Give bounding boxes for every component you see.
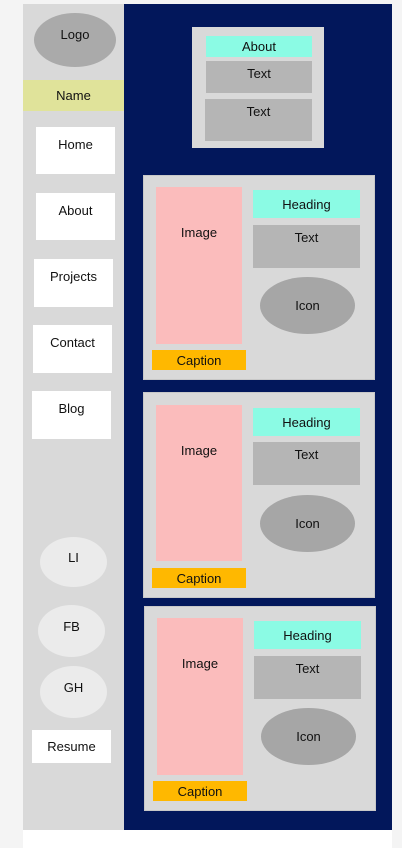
logo[interactable]: Logo [34,13,116,67]
card-text: Text [253,225,360,268]
logo-label: Logo [60,27,90,42]
card-caption: Caption [152,350,246,370]
about-heading: About [206,36,312,57]
card-heading: Heading [253,190,360,218]
resume-button[interactable]: Resume [32,730,111,763]
card-image: Image [156,187,242,344]
nav-about[interactable]: About [36,193,115,240]
nav-contact[interactable]: Contact [33,325,112,373]
linkedin-link[interactable]: LI [40,537,107,587]
card-icon-label: Icon [295,298,320,313]
github-label: GH [63,679,84,695]
card-heading-label: Heading [282,196,331,212]
card-icon: Icon [261,708,356,765]
card-text-label: Text [294,447,319,462]
about-text-1-label: Text [247,66,271,81]
facebook-link[interactable]: FB [38,605,105,657]
card-caption: Caption [152,568,246,588]
resume-label: Resume [47,739,96,754]
card-heading-label: Heading [283,627,332,643]
about-text-1: Text [206,61,312,93]
card-image-label: Image [180,443,218,458]
card-caption: Caption [153,781,247,801]
nav-projects-label: Projects [50,269,97,284]
nav-blog[interactable]: Blog [32,391,111,439]
card-icon-label: Icon [296,729,321,744]
card-text: Text [254,656,361,699]
github-link[interactable]: GH [40,666,107,718]
linkedin-label: LI [68,549,79,565]
card-icon: Icon [260,495,355,552]
nav-projects[interactable]: Projects [34,259,113,307]
card-heading-label: Heading [282,414,331,430]
card-caption-label: Caption [176,352,222,368]
card-heading: Heading [254,621,361,649]
nav-contact-label: Contact [50,335,95,350]
card-text-label: Text [294,230,319,245]
card-image: Image [157,618,243,775]
card-image-label: Image [181,656,219,671]
card-caption-label: Caption [177,783,223,799]
nav-home-label: Home [58,137,93,152]
card-text: Text [253,442,360,485]
facebook-label: FB [63,618,80,634]
name-banner: Name [23,80,124,111]
nav-about-label: About [58,203,93,218]
card-image-label: Image [180,225,218,240]
card-heading: Heading [253,408,360,436]
card-image: Image [156,405,242,561]
footer-strip [23,830,392,848]
card-text-label: Text [295,661,320,676]
nav-home[interactable]: Home [36,127,115,174]
about-heading-label: About [242,39,276,54]
card-caption-label: Caption [176,570,222,586]
card-icon: Icon [260,277,355,334]
about-text-2: Text [205,99,312,141]
name-label: Name [56,88,91,103]
nav-blog-label: Blog [58,401,85,416]
about-text-2-label: Text [246,104,271,119]
card-icon-label: Icon [295,516,320,531]
